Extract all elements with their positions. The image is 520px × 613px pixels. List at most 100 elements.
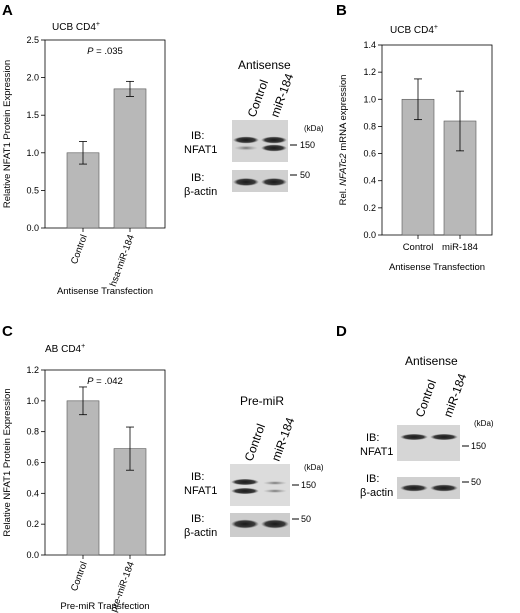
chart-b-ytick-label: 0.6: [363, 149, 376, 159]
blot-a-ib-label: IB:: [191, 130, 204, 142]
chart-a-p-value: P = .035: [87, 46, 123, 57]
blot-c-title: Pre-miR: [240, 394, 284, 408]
chart-c-ytick-label: 1.0: [26, 396, 39, 406]
blot-c-band-control-upper: [231, 478, 259, 486]
blot-d-marker-50: 50: [471, 477, 481, 487]
blot-c-marker-150: 150: [301, 480, 316, 490]
chart-b-ytick-label: 1.2: [363, 67, 376, 77]
blot-a-kda: (kDa): [304, 124, 324, 133]
blot-a-band-control-lower: [234, 145, 258, 151]
chart-c-ytick-label: 1.2: [26, 365, 39, 375]
chart-panel-a: 0.0 0.5 1.0 1.5 2.0 2.5 Control hsa-miR-184 Rela…: [2, 35, 166, 297]
blot-a-lane-control: Control: [245, 78, 271, 119]
blot-c-nfat1-label: NFAT1: [184, 485, 217, 497]
blot-d-ib-label: IB:: [366, 432, 379, 444]
chart-a-category-label: Control: [69, 233, 90, 266]
blot-d-lane-mir184: miR-184: [441, 371, 470, 419]
chart-b-ytick-label: 1.0: [363, 94, 376, 104]
blot-c-lane-mir184: miR-184: [269, 415, 298, 463]
blot-c-band-control-lower: [231, 487, 259, 495]
chart-c-x-axis-label: Pre-miR Transfection: [60, 601, 149, 612]
chart-c-category-label: Control: [69, 560, 90, 593]
blot-c-marker-50: 50: [301, 514, 311, 524]
blot-a-ib-label-2: IB:: [191, 172, 204, 184]
chart-a-ytick-label: 0.5: [26, 185, 39, 195]
chart-b-category-label: miR-184: [442, 242, 478, 253]
chart-a-bar: [113, 88, 147, 229]
chart-b-ytick-label: 0.0: [363, 230, 376, 240]
blot-c-ib-label: IB:: [191, 471, 204, 483]
panel-a-subtitle: UCB CD4+: [52, 21, 100, 33]
panel-letter-a: A: [2, 2, 13, 19]
blot-c-actin-label: β-actin: [184, 527, 217, 539]
chart-a-ytick-label: 1.5: [26, 110, 39, 120]
blot-c-lane-control: Control: [242, 422, 268, 463]
blot-d-marker-150: 150: [471, 441, 486, 451]
panel-b-subtitle: UCB CD4+: [390, 24, 438, 36]
chart-c-plot-frame: [44, 369, 166, 556]
blot-a-actin-membrane: [232, 170, 288, 192]
blot-d-nfat1-label: NFAT1: [360, 446, 393, 458]
chart-c-ytick-label: 0.0: [26, 550, 39, 560]
chart-b-y-axis-label: Rel. NFATc2 mRNA expression: [338, 75, 349, 206]
panel-c-subtitle: AB CD4+: [45, 343, 85, 355]
chart-c-ytick-label: 0.2: [26, 519, 39, 529]
chart-a-plot-frame: [44, 39, 166, 229]
blot-d-ib-label-2: IB:: [366, 473, 379, 485]
panel-letter-c: C: [2, 323, 13, 340]
chart-b-x-axis-label: Antisense Transfection: [389, 262, 485, 273]
chart-b-ytick-label: 0.2: [363, 203, 376, 213]
chart-b-ytick-label: 0.8: [363, 121, 376, 131]
blot-a-band-mir-upper: [261, 136, 287, 144]
panel-letter-b: B: [336, 2, 347, 19]
chart-a-ytick-label: 1.0: [26, 148, 39, 158]
blot-a-marker-150: 150: [300, 140, 315, 150]
blot-d-band-mir: [430, 433, 458, 441]
blot-a-actin-label: β-actin: [184, 186, 217, 198]
blot-a-actin-band-mir: [261, 178, 287, 186]
chart-b-ytick-label: 1.4: [363, 40, 376, 50]
blot-d-actin-label: β-actin: [360, 487, 393, 499]
chart-a-ytick-label: 0.0: [26, 223, 39, 233]
blot-c-band-mir-upper: [263, 481, 287, 485]
chart-a-y-axis-label: Relative NFAT1 Protein Expression: [2, 60, 13, 208]
blot-c-actin-band-control: [231, 519, 259, 529]
chart-c-y-axis-label: Relative NFAT1 Protein Expression: [2, 388, 13, 536]
blot-a-band-mir-lower: [261, 144, 287, 152]
chart-b-ytick-label: 0.4: [363, 176, 376, 186]
chart-c-bar: [66, 400, 100, 556]
blot-d-kda: (kDa): [474, 419, 494, 428]
blot-d-lane-control: Control: [413, 378, 439, 419]
chart-b-plot-frame: [381, 44, 493, 236]
chart-c-ytick-label: 0.4: [26, 488, 39, 498]
blot-d-title: Antisense: [405, 354, 458, 368]
blot-a-actin-band-control: [233, 178, 259, 186]
chart-panel-b: 0.0 0.2 0.4 0.6 0.8 1.0 1.2 1.4 Control miR-184 Re…: [338, 40, 493, 273]
western-blot-c: Pre-miR Control miR-184 (kDa) IB: NFAT1 …: [184, 394, 324, 539]
blot-a-marker-50: 50: [300, 170, 310, 180]
blot-a-title: Antisense: [238, 58, 291, 72]
blot-c-kda: (kDa): [304, 463, 324, 472]
panel-letter-d: D: [336, 323, 347, 340]
chart-c-ytick-label: 0.6: [26, 458, 39, 468]
chart-b-category-label: Control: [403, 242, 434, 253]
chart-a-x-axis-label: Antisense Transfection: [57, 286, 153, 297]
chart-a-ytick-label: 2.0: [26, 73, 39, 83]
blot-d-nfat1-membrane: [397, 425, 460, 461]
chart-a-ytick-label: 2.5: [26, 35, 39, 45]
chart-c-p-value: P = .042: [87, 376, 123, 387]
western-blot-d: Antisense Control miR-184 (kDa) IB: NFAT…: [360, 354, 494, 499]
blot-c-band-mir-lower: [263, 489, 287, 493]
blot-a-nfat1-label: NFAT1: [184, 144, 217, 156]
chart-c-ytick-label: 0.8: [26, 427, 39, 437]
blot-a-lane-mir184: miR-184: [268, 71, 297, 119]
chart-a-category-label: hsa-miR-184: [108, 233, 137, 288]
chart-b-bar: [401, 98, 435, 236]
blot-d-actin-band-control: [400, 484, 428, 492]
blot-a-band-control-upper: [233, 136, 259, 144]
blot-c-actin-band-mir: [261, 519, 289, 529]
blot-d-actin-band-mir: [430, 484, 458, 492]
blot-c-nfat1-membrane: [230, 464, 290, 506]
